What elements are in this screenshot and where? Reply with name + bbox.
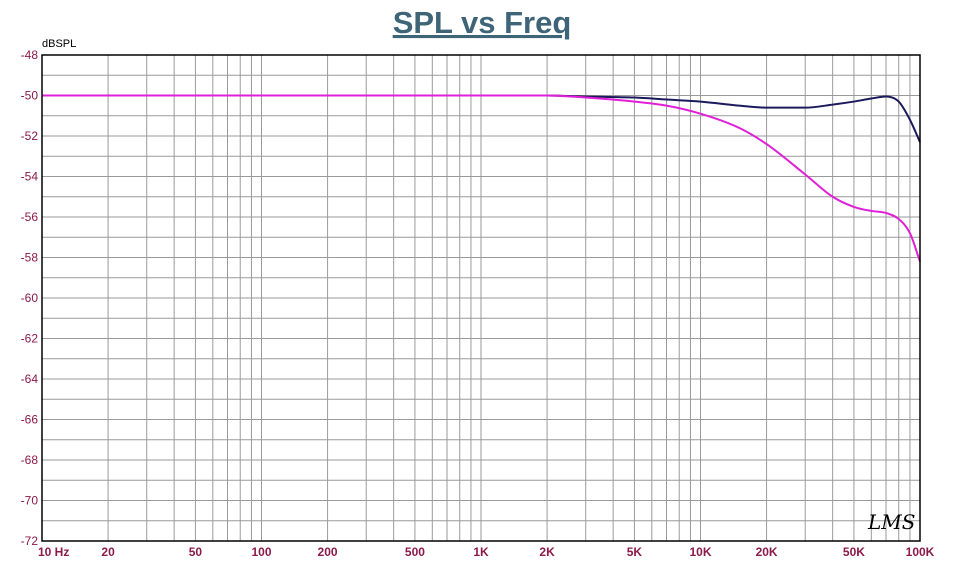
y-tick-label: -70	[21, 494, 39, 508]
y-tick-labels: -48 -50 -52 -54 -56 -58 -60 -62 -64 -66 -68 -70 -72	[21, 48, 39, 548]
x-tick-label: 20	[101, 545, 115, 559]
y-tick-label: -56	[21, 210, 39, 224]
x-tick-label: 200	[318, 545, 338, 559]
series-line	[42, 94, 921, 262]
lms-watermark: LMS	[867, 510, 915, 534]
x-tick-label: 20K	[756, 545, 778, 559]
x-tick-label: 10K	[689, 545, 711, 559]
y-tick-label: -50	[21, 89, 39, 103]
x-tick-label: 1K	[473, 545, 489, 559]
y-tick-label: -58	[21, 251, 39, 265]
y-axis-label: dBSPL	[42, 38, 76, 50]
x-tick-label: 500	[405, 545, 425, 559]
x-tick-label: 100	[251, 545, 271, 559]
x-tick-label: 5K	[627, 545, 643, 559]
grid	[42, 55, 920, 541]
series-lines	[42, 94, 921, 262]
y-tick-label: -60	[21, 291, 39, 305]
chart-title: SPL vs Freq	[393, 5, 572, 40]
y-tick-label: -62	[21, 332, 39, 346]
y-tick-label: -68	[21, 453, 39, 467]
y-tick-label: -54	[21, 170, 39, 184]
plot-frame	[41, 54, 921, 542]
x-tick-label: 50K	[843, 545, 865, 559]
y-tick-label: -48	[21, 48, 39, 62]
x-tick-label: 100K	[906, 545, 935, 559]
y-tick-label: -64	[21, 372, 39, 386]
x-tick-label: 10 Hz	[38, 545, 69, 559]
x-tick-labels: 10 Hz 20 50 100 200 500 1K 2K 5K 10K 20K 50K 100K	[38, 545, 935, 559]
y-tick-label: -72	[21, 534, 39, 548]
y-tick-label: -66	[21, 413, 39, 427]
x-tick-label: 50	[189, 545, 203, 559]
x-tick-label: 2K	[539, 545, 555, 559]
y-tick-label: -52	[21, 129, 39, 143]
